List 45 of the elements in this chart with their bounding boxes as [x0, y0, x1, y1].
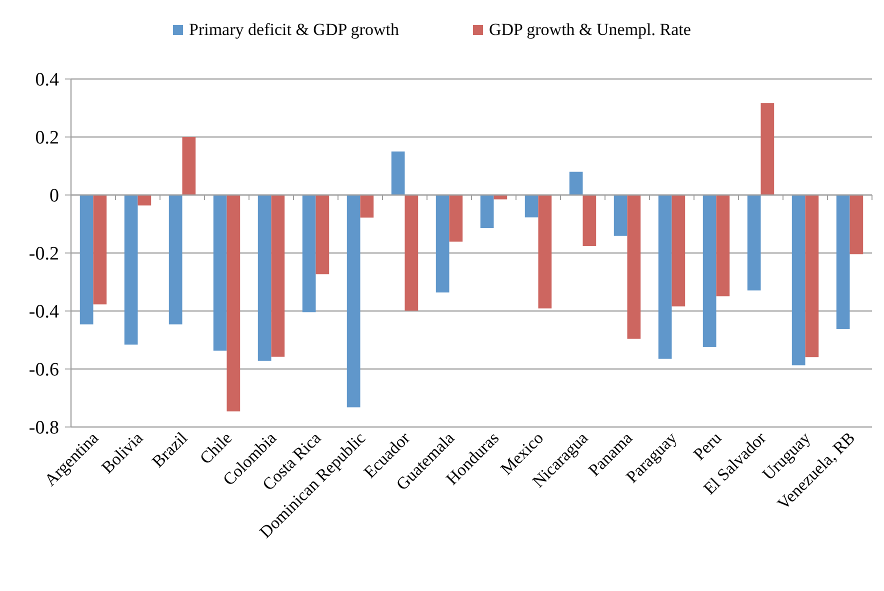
bar: [124, 195, 138, 345]
bar: [702, 195, 716, 347]
bar: [538, 195, 552, 308]
bar: [805, 195, 819, 358]
bar: [316, 195, 330, 274]
bar: [168, 195, 182, 324]
bar: [792, 195, 806, 366]
y-tick-label: -0.6: [28, 360, 59, 381]
bar: [226, 195, 240, 412]
bar: [449, 195, 463, 242]
bar: [760, 103, 774, 195]
bar: [346, 195, 360, 408]
bar: [747, 195, 761, 290]
bar: [404, 195, 418, 311]
legend-label: GDP growth & Unempl. Rate: [489, 20, 691, 39]
bar: [850, 195, 864, 254]
y-tick-label: 0.2: [35, 128, 59, 149]
bar: [716, 195, 730, 296]
y-tick-label: -0.4: [28, 302, 60, 323]
bar: [182, 137, 196, 195]
bar: [524, 195, 538, 218]
bar: [93, 195, 107, 304]
bar: [271, 195, 285, 357]
bar: [436, 195, 450, 292]
bar: [213, 195, 227, 351]
y-tick-label: -0.8: [28, 418, 59, 439]
bar: [627, 195, 641, 339]
bar: [80, 195, 94, 324]
legend-label: Primary deficit & GDP growth: [189, 20, 400, 39]
bar: [302, 195, 316, 312]
bar: [658, 195, 672, 359]
bar: [360, 195, 374, 218]
bar: [672, 195, 686, 306]
bar: [391, 152, 405, 195]
y-tick-label: -0.2: [28, 244, 59, 265]
bar: [836, 195, 850, 329]
y-tick-label: 0: [50, 186, 59, 207]
y-tick-label: 0.4: [35, 70, 60, 91]
bar: [258, 195, 272, 361]
bar: [569, 172, 583, 195]
bar: [582, 195, 596, 246]
bar: [494, 195, 508, 200]
bar: [614, 195, 628, 236]
bar: [480, 195, 494, 228]
bar: [138, 195, 152, 206]
